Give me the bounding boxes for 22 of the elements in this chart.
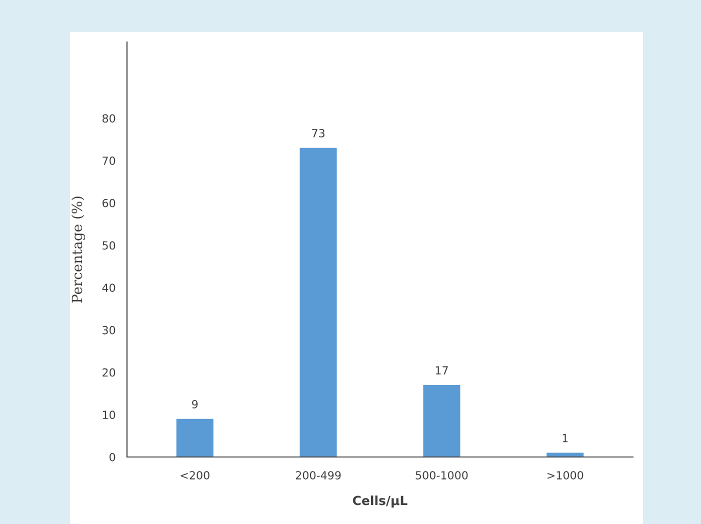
data-label: 9 — [192, 400, 198, 408]
y-axis-title: Percentage (%) — [71, 196, 86, 303]
y-tick-label: 0 — [110, 452, 116, 462]
data-label: 73 — [312, 128, 324, 138]
bar — [423, 385, 460, 457]
x-axis-title: Cells/μL — [352, 496, 408, 508]
bar — [176, 418, 214, 457]
x-tick-label: 500-1000 — [416, 471, 468, 480]
y-tick-label: 70 — [102, 156, 116, 165]
x-tick-label: >1000 — [548, 471, 584, 480]
y-tick-label: 20 — [102, 368, 116, 377]
y-tick-label: 10 — [102, 410, 116, 420]
data-label: 17 — [436, 366, 448, 374]
y-tick-label: 60 — [102, 198, 116, 208]
data-label: 1 — [562, 434, 568, 442]
y-tick-label: 50 — [102, 241, 116, 250]
bar — [300, 148, 337, 457]
y-tick-label: 30 — [102, 326, 116, 334]
x-tick-label: 200-499 — [296, 471, 341, 480]
y-tick-label: 80 — [102, 114, 116, 123]
x-tick-label: <200 — [180, 471, 210, 480]
y-tick-label: 40 — [102, 284, 116, 292]
